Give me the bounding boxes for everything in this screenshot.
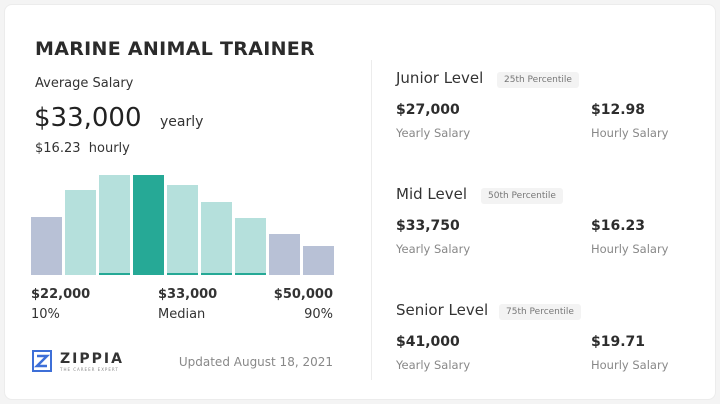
level-name: Junior Level	[396, 69, 484, 87]
histogram-bar-8	[303, 245, 334, 275]
salary-card: MARINE ANIMAL TRAINER Average Salary $33…	[4, 4, 716, 400]
percentile-badge: 75th Percentile	[499, 304, 581, 320]
zippia-logo[interactable]: ZIPPIA THE CAREER EXPERT	[32, 350, 122, 376]
average-salary-label: Average Salary	[35, 76, 134, 91]
label-10-pct: 10%	[31, 307, 60, 322]
label-90-pct: 90%	[304, 307, 333, 322]
histogram-bar-4	[167, 185, 198, 275]
salary-histogram	[31, 165, 341, 275]
percentile-badge: 25th Percentile	[497, 72, 579, 88]
average-yearly-salary: $33,000	[34, 103, 142, 133]
updated-date: Updated August 18, 2021	[178, 355, 333, 369]
brand-tagline: THE CAREER EXPERT	[60, 367, 119, 372]
zippia-z-icon	[32, 350, 52, 372]
histogram-bar-3	[133, 175, 164, 275]
average-hourly-salary: $16.23 hourly	[35, 141, 130, 156]
histogram-bar-6	[235, 218, 266, 275]
job-title: MARINE ANIMAL TRAINER	[35, 38, 315, 60]
level-name: Mid Level	[396, 185, 467, 203]
histogram-bar-0	[31, 217, 62, 275]
hourly-value: $12.98	[591, 102, 646, 118]
histogram-bar-1	[65, 190, 96, 275]
histogram-bar-2	[99, 175, 130, 275]
label-10-value: $22,000	[31, 287, 91, 302]
yearly-value: $33,750	[396, 218, 460, 234]
level-name: Senior Level	[396, 301, 489, 319]
label-median-value: $33,000	[158, 287, 218, 302]
yearly-value: $27,000	[396, 102, 460, 118]
histogram-bar-7	[269, 233, 300, 275]
yearly-label: Yearly Salary	[396, 358, 471, 372]
hourly-value: $16.23	[591, 218, 646, 234]
yearly-label: Yearly Salary	[396, 242, 471, 256]
yearly-unit: yearly	[160, 114, 204, 130]
label-90-value: $50,000	[273, 287, 333, 302]
divider	[371, 60, 372, 380]
histogram-bar-5	[201, 202, 232, 275]
hourly-value: $19.71	[591, 334, 646, 350]
label-median-pct: Median	[158, 307, 206, 322]
hourly-unit: hourly	[88, 141, 130, 156]
hourly-label: Hourly Salary	[591, 242, 669, 256]
hourly-label: Hourly Salary	[591, 358, 669, 372]
yearly-value: $41,000	[396, 334, 460, 350]
yearly-label: Yearly Salary	[396, 126, 471, 140]
hourly-value: $16.23	[35, 141, 81, 156]
percentile-badge: 50th Percentile	[481, 188, 563, 204]
hourly-label: Hourly Salary	[591, 126, 669, 140]
brand-name: ZIPPIA	[60, 351, 124, 367]
